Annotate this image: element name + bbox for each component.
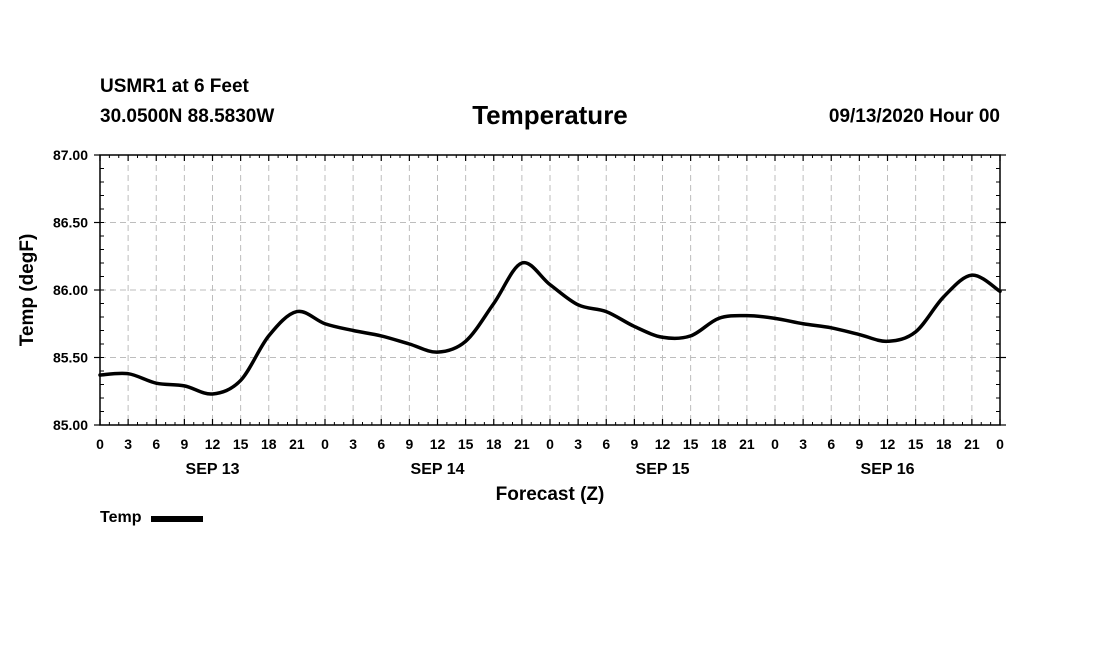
x-tick-label: 18 <box>486 436 502 452</box>
y-tick-label: 87.00 <box>53 147 88 163</box>
x-tick-label: 0 <box>321 436 329 452</box>
x-tick-label: 12 <box>205 436 221 452</box>
temp-series-line <box>98 260 1002 396</box>
axis-labels: 85.00 85.50 86.00 86.50 87.00 0 3 6 9 12 15 18 21 0 3 6… <box>53 147 1004 478</box>
x-tick-label: 6 <box>602 436 610 452</box>
x-tick-label: 15 <box>683 436 699 452</box>
x-tick-label: 0 <box>771 436 779 452</box>
y-axis-title: Temp (degF) <box>17 234 38 347</box>
y-tick-label: 85.00 <box>53 417 88 433</box>
series-layer <box>98 260 1002 396</box>
x-tick-label: 9 <box>630 436 638 452</box>
x-tick-label: 3 <box>799 436 807 452</box>
x-tick-label: 3 <box>124 436 132 452</box>
y-tick-label: 86.50 <box>53 215 88 231</box>
x-tick-label: 18 <box>261 436 277 452</box>
x-tick-label: 21 <box>964 436 980 452</box>
x-tick-label: 0 <box>546 436 554 452</box>
x-tick-label: 18 <box>711 436 727 452</box>
legend-label: Temp <box>100 509 142 526</box>
x-tick-label: 6 <box>827 436 835 452</box>
x-tick-label: 15 <box>233 436 249 452</box>
x-tick-label: 12 <box>430 436 446 452</box>
y-tick-label: 86.00 <box>53 282 88 298</box>
x-tick-label: 21 <box>514 436 530 452</box>
x-tick-label: 15 <box>908 436 924 452</box>
x-tick-label: 0 <box>996 436 1004 452</box>
legend: Temp <box>100 509 204 527</box>
grid-layer <box>100 155 1000 425</box>
day-label: SEP 15 <box>636 461 690 478</box>
x-tick-label: 15 <box>458 436 474 452</box>
station-coordinates: 30.0500N 88.5830W <box>100 106 275 127</box>
x-tick-label: 9 <box>180 436 188 452</box>
day-label: SEP 13 <box>186 461 240 478</box>
x-tick-label: 6 <box>152 436 160 452</box>
forecast-datetime: 09/13/2020 Hour 00 <box>828 106 1000 127</box>
x-tick-label: 21 <box>739 436 755 452</box>
day-label: SEP 16 <box>861 461 915 478</box>
x-tick-label: 3 <box>349 436 357 452</box>
x-tick-label: 21 <box>289 436 305 452</box>
x-axis-title: Forecast (Z) <box>496 484 605 505</box>
chart-title: Temperature <box>472 100 628 130</box>
x-tick-label: 6 <box>377 436 385 452</box>
x-tick-label: 0 <box>96 436 104 452</box>
station-name: USMR1 at 6 Feet <box>100 76 249 97</box>
y-tick-label: 85.50 <box>53 350 88 366</box>
x-tick-label: 12 <box>655 436 671 452</box>
x-tick-label: 3 <box>574 436 582 452</box>
x-tick-label: 9 <box>855 436 863 452</box>
x-tick-label: 18 <box>936 436 952 452</box>
x-tick-label: 9 <box>405 436 413 452</box>
legend-swatch <box>151 516 204 522</box>
day-label: SEP 14 <box>411 461 465 478</box>
x-tick-label: 12 <box>880 436 896 452</box>
